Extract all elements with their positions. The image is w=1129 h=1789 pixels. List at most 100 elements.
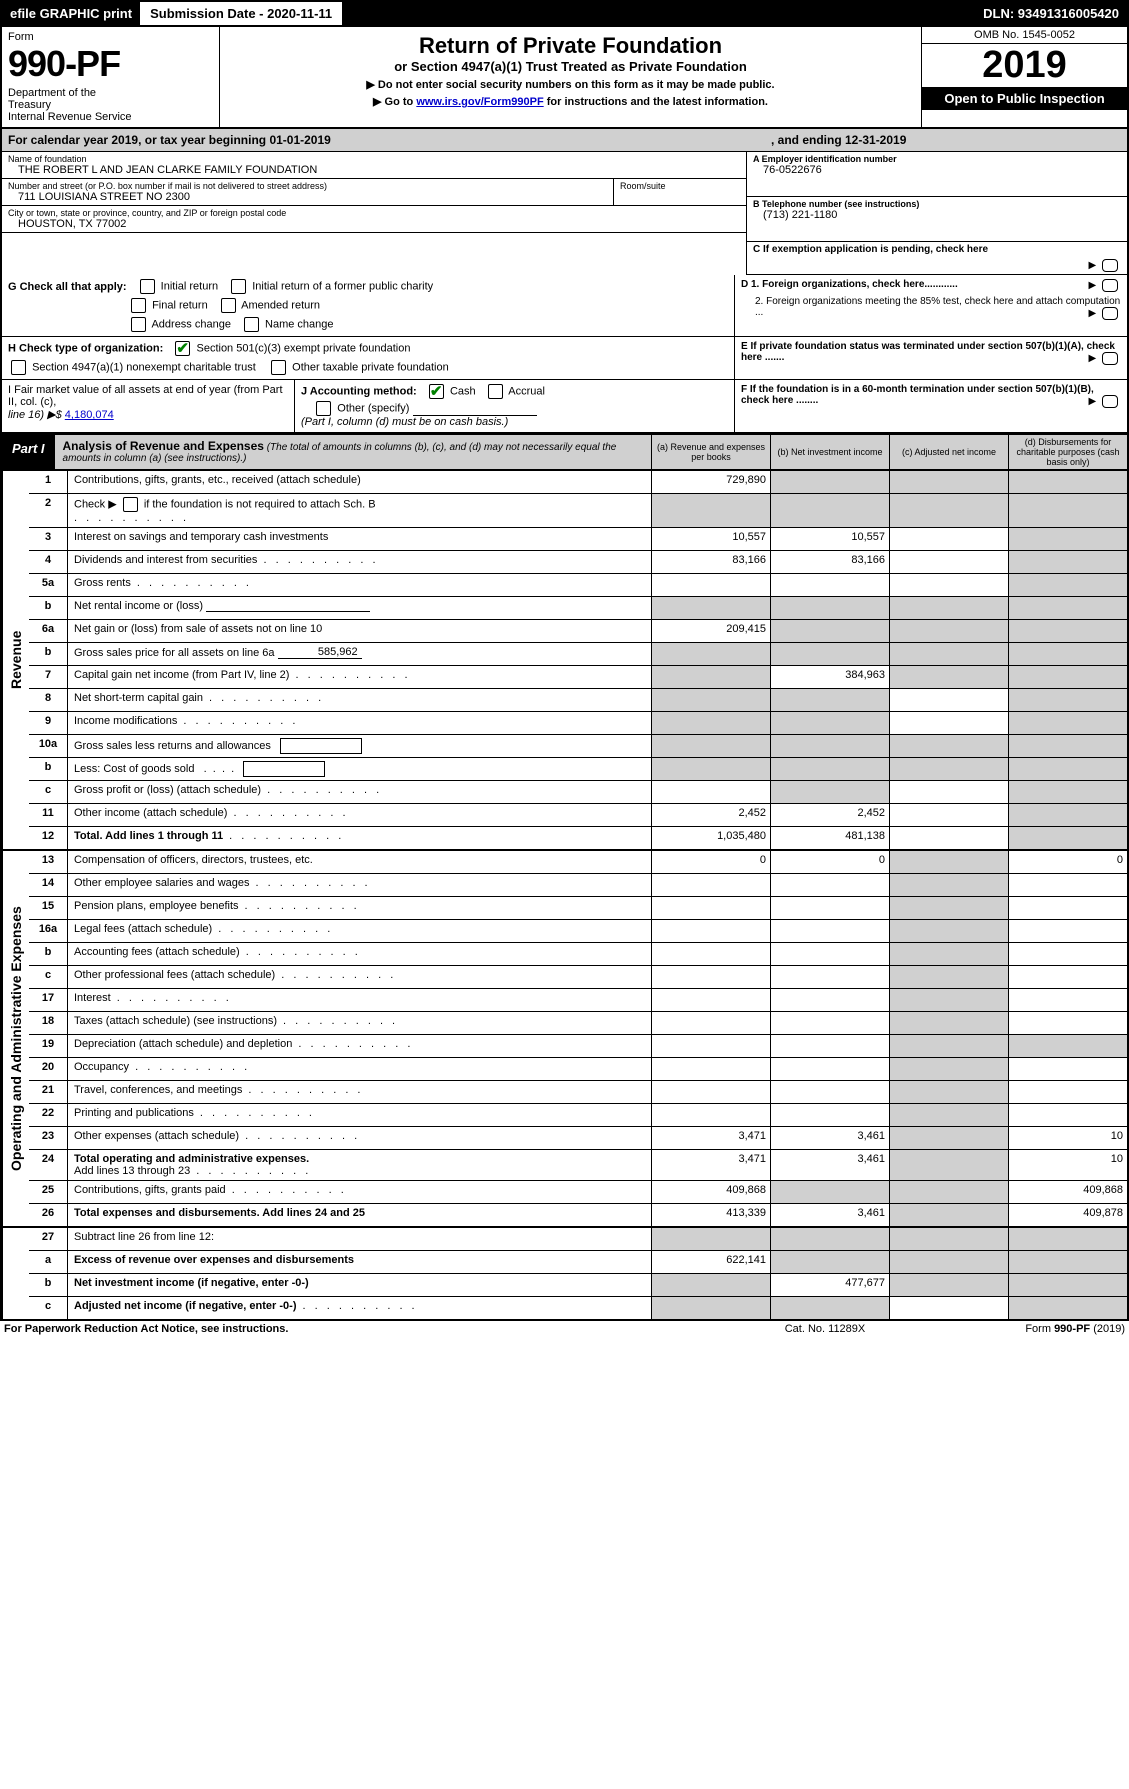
f-checkbox[interactable] [1102, 395, 1118, 408]
row-label: Total operating and administrative expen… [68, 1150, 651, 1180]
r24-text: Total operating and administrative expen… [74, 1153, 309, 1165]
g-final-checkbox[interactable] [131, 298, 146, 313]
j-label: J Accounting method: [301, 385, 417, 397]
row-val-d [1008, 735, 1127, 757]
cal-begin: For calendar year 2019, or tax year begi… [8, 133, 771, 147]
g-initial-former-checkbox[interactable] [231, 279, 246, 294]
row-num: 7 [29, 666, 68, 688]
j-other-checkbox[interactable] [316, 401, 331, 416]
row-num: 24 [29, 1150, 68, 1180]
row-val-d [1008, 551, 1127, 573]
entity-left: Name of foundation THE ROBERT L AND JEAN… [2, 152, 746, 275]
h-501c3-checkbox[interactable] [175, 341, 190, 356]
irs-link[interactable]: www.irs.gov/Form990PF [416, 96, 543, 108]
r10b-text: Less: Cost of goods sold [74, 763, 194, 775]
row-num: b [29, 1274, 68, 1296]
h-4947-label: Section 4947(a)(1) nonexempt charitable … [32, 361, 256, 373]
row-val-a [651, 597, 770, 619]
street-address: 711 LOUISIANA STREET NO 2300 [8, 191, 607, 203]
r2-checkbox[interactable] [123, 497, 138, 512]
col-b-header: (b) Net investment income [770, 435, 889, 469]
i-line-label: line 16) ▶$ [8, 409, 65, 421]
row-val-c [889, 471, 1008, 493]
d1-checkbox[interactable] [1102, 279, 1118, 292]
f-label: F If the foundation is in a 60-month ter… [741, 384, 1094, 406]
c-checkbox[interactable] [1102, 259, 1118, 272]
row-val-a [651, 966, 770, 988]
entity-right: A Employer identification number 76-0522… [746, 152, 1127, 275]
row-val-b: 3,461 [770, 1204, 889, 1226]
row-num: 10a [29, 735, 68, 757]
e-checkbox[interactable] [1102, 352, 1118, 365]
g-initial-checkbox[interactable] [140, 279, 155, 294]
row-val-a [651, 666, 770, 688]
row-val-a [651, 1081, 770, 1103]
g-amended-label: Amended return [241, 299, 320, 311]
part1-title: Analysis of Revenue and Expenses [63, 439, 264, 453]
g-name-checkbox[interactable] [244, 317, 259, 332]
row-val-b [770, 1181, 889, 1203]
row-val-a [651, 494, 770, 527]
row-val-b [770, 471, 889, 493]
row-label: Other professional fees (attach schedule… [68, 966, 651, 988]
row-val-c [889, 735, 1008, 757]
row-val-a [651, 1012, 770, 1034]
row-label: Gross rents [68, 574, 651, 596]
top-bar: efile GRAPHIC print Submission Date - 20… [0, 0, 1129, 27]
row-val-b: 10,557 [770, 528, 889, 550]
row-num: 8 [29, 689, 68, 711]
g-amended-checkbox[interactable] [221, 298, 236, 313]
part1-desc: Analysis of Revenue and Expenses (The to… [55, 435, 651, 469]
row-val-a [651, 897, 770, 919]
efile-button[interactable]: efile GRAPHIC print [2, 2, 142, 25]
j-accrual-checkbox[interactable] [488, 384, 503, 399]
h-other-checkbox[interactable] [271, 360, 286, 375]
fmv-link[interactable]: 4,180,074 [65, 409, 114, 421]
row-val-c [889, 1181, 1008, 1203]
row-num: 21 [29, 1081, 68, 1103]
row-val-c [889, 943, 1008, 965]
g-addr-label: Address change [151, 318, 231, 330]
row-num: c [29, 966, 68, 988]
row-val-c [889, 1081, 1008, 1103]
row-label: Contributions, gifts, grants, etc., rece… [68, 471, 651, 493]
row-label: Travel, conferences, and meetings [68, 1081, 651, 1103]
row-num: 18 [29, 1012, 68, 1034]
row-label: Gross profit or (loss) (attach schedule) [68, 781, 651, 803]
city-value: HOUSTON, TX 77002 [8, 218, 740, 230]
row-val-b [770, 712, 889, 734]
row-val-a [651, 1035, 770, 1057]
row-val-c [889, 620, 1008, 642]
h-other-label: Other taxable private foundation [292, 361, 449, 373]
row-val-b [770, 597, 889, 619]
row-num: 5a [29, 574, 68, 596]
j-cash-checkbox[interactable] [429, 384, 444, 399]
row-label: Pension plans, employee benefits [68, 897, 651, 919]
r6b-value: 585,962 [278, 646, 362, 659]
row-val-b: 384,963 [770, 666, 889, 688]
g-name-label: Name change [265, 318, 334, 330]
row-val-a [651, 920, 770, 942]
r27b-text: Net investment income (if negative, ente… [74, 1277, 309, 1289]
row-num: c [29, 781, 68, 803]
r5b-text: Net rental income or (loss) [74, 600, 203, 612]
row-val-d [1008, 874, 1127, 896]
row-num: 27 [29, 1228, 68, 1250]
row-val-a: 413,339 [651, 1204, 770, 1226]
row-val-d [1008, 494, 1127, 527]
row-val-d [1008, 1081, 1127, 1103]
check-row-h: H Check type of organization: Section 50… [0, 337, 1129, 380]
row-val-c [889, 758, 1008, 780]
h-4947-checkbox[interactable] [11, 360, 26, 375]
submission-date-button[interactable]: Submission Date - 2020-11-11 [142, 2, 342, 25]
g-addr-checkbox[interactable] [131, 317, 146, 332]
row-val-c [889, 804, 1008, 826]
row-val-a [651, 643, 770, 665]
row-label: Gross sales less returns and allowances [68, 735, 651, 757]
row-val-a [651, 989, 770, 1011]
tax-year: 2019 [922, 44, 1127, 87]
addr-label: Number and street (or P.O. box number if… [8, 181, 607, 191]
row-label: Compensation of officers, directors, tru… [68, 851, 651, 873]
d2-checkbox[interactable] [1102, 307, 1118, 320]
row-num: 4 [29, 551, 68, 573]
